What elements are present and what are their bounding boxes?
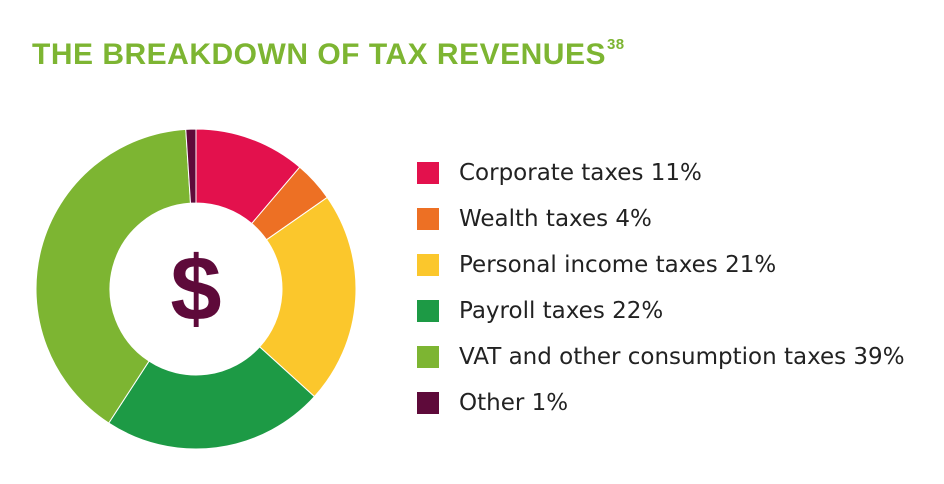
title-footnote: 38 [606, 36, 625, 53]
legend-swatch [417, 162, 439, 184]
legend-label: Other 1% [459, 390, 569, 416]
center-dollar-symbol: $ [170, 238, 221, 340]
legend-label: Corporate taxes 11% [459, 160, 702, 186]
slice-payroll-taxes [108, 346, 316, 450]
legend-item: Other 1% [417, 380, 905, 426]
chart-title-text: THE BREAKDOWN OF TAX REVENUES [32, 38, 606, 71]
legend-item: VAT and other consumption taxes 39% [417, 334, 905, 380]
legend-swatch [417, 346, 439, 368]
legend-label: Personal income taxes 21% [459, 252, 777, 278]
chart-title: THE BREAKDOWN OF TAX REVENUES38 [32, 37, 625, 71]
slice-personal-income-taxes [258, 196, 357, 398]
legend-item: Corporate taxes 11% [417, 150, 905, 196]
legend-label: VAT and other consumption taxes 39% [459, 344, 905, 370]
legend-item: Payroll taxes 22% [417, 288, 905, 334]
donut-chart: $ [35, 128, 357, 450]
chart-legend: Corporate taxes 11% Wealth taxes 4% Person… [417, 150, 905, 426]
legend-swatch [417, 208, 439, 230]
legend-swatch [417, 392, 439, 414]
donut-slices [35, 128, 357, 450]
slice-vat-and-other-consumption-taxes [35, 128, 192, 424]
legend-label: Payroll taxes 22% [459, 298, 664, 324]
legend-item: Personal income taxes 21% [417, 242, 905, 288]
legend-swatch [417, 254, 439, 276]
legend-label: Wealth taxes 4% [459, 206, 652, 232]
legend-swatch [417, 300, 439, 322]
legend-item: Wealth taxes 4% [417, 196, 905, 242]
slice-other [185, 128, 197, 204]
